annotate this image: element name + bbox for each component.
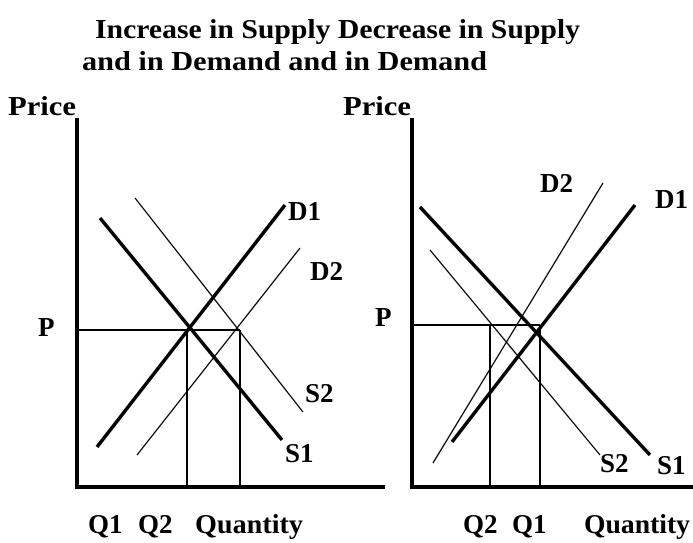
price-label: P — [375, 302, 392, 332]
curve — [95, 203, 287, 449]
curve-label: S1 — [657, 450, 686, 480]
price-label: P — [38, 312, 55, 342]
curve-label: S1 — [285, 438, 314, 468]
curve — [136, 247, 301, 456]
quantity-label: Q2 — [138, 509, 173, 539]
curve — [432, 182, 604, 464]
panel: Price D1 D2 S2 S1 P Q1 Q2 Quantity — [8, 91, 385, 539]
curve — [134, 197, 304, 413]
axis-label: Price — [8, 91, 76, 121]
curve-label: D1 — [655, 184, 688, 214]
curve-label: S2 — [600, 448, 629, 478]
curve-label: S2 — [305, 378, 334, 408]
title-line: and in Demand and in Demand — [82, 46, 487, 76]
curve-label: D2 — [310, 256, 343, 286]
title-line: Increase in Supply Decrease in Supply — [95, 14, 581, 44]
curve-label: D1 — [288, 196, 321, 226]
curve — [418, 205, 652, 457]
axis-label: Quantity — [584, 509, 690, 539]
quantity-label: Q1 — [512, 509, 547, 539]
panel: Price D2 D1 S2 S1 P Q2 Q1 Quantity — [343, 91, 693, 539]
axis-label: Price — [343, 91, 411, 121]
curve — [429, 249, 601, 456]
quantity-label: Q2 — [463, 509, 498, 539]
curve — [450, 203, 637, 444]
quantity-label: Q1 — [88, 509, 123, 539]
curve-label: D2 — [540, 168, 573, 198]
axis-label: Quantity — [195, 509, 304, 539]
